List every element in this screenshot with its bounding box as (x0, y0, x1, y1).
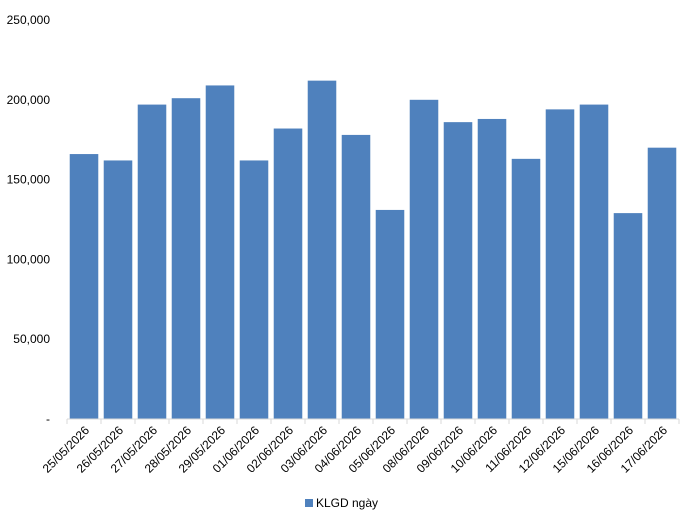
y-tick-label: 200,000 (7, 93, 51, 107)
bar (239, 160, 269, 419)
y-tick-label: 150,000 (7, 173, 51, 187)
bar (477, 118, 507, 420)
legend-label: KLGD ngày (316, 496, 378, 510)
y-tick-label: 100,000 (7, 252, 51, 266)
bar (375, 209, 405, 419)
bar (579, 104, 609, 419)
legend-swatch (305, 499, 313, 507)
bar (137, 104, 167, 419)
bar (273, 128, 303, 419)
bar (341, 134, 371, 420)
bar (409, 99, 439, 420)
bar (545, 109, 575, 419)
bar (647, 147, 677, 419)
bar (307, 80, 337, 419)
y-tick-label: 50,000 (13, 332, 50, 346)
bar (205, 85, 235, 419)
bar (69, 154, 99, 419)
y-tick-label: - (46, 412, 50, 426)
bar (171, 98, 201, 419)
bar (613, 213, 643, 419)
y-tick-label: 250,000 (7, 13, 51, 27)
bar (103, 160, 133, 419)
bar (511, 158, 541, 420)
bar (443, 122, 473, 420)
